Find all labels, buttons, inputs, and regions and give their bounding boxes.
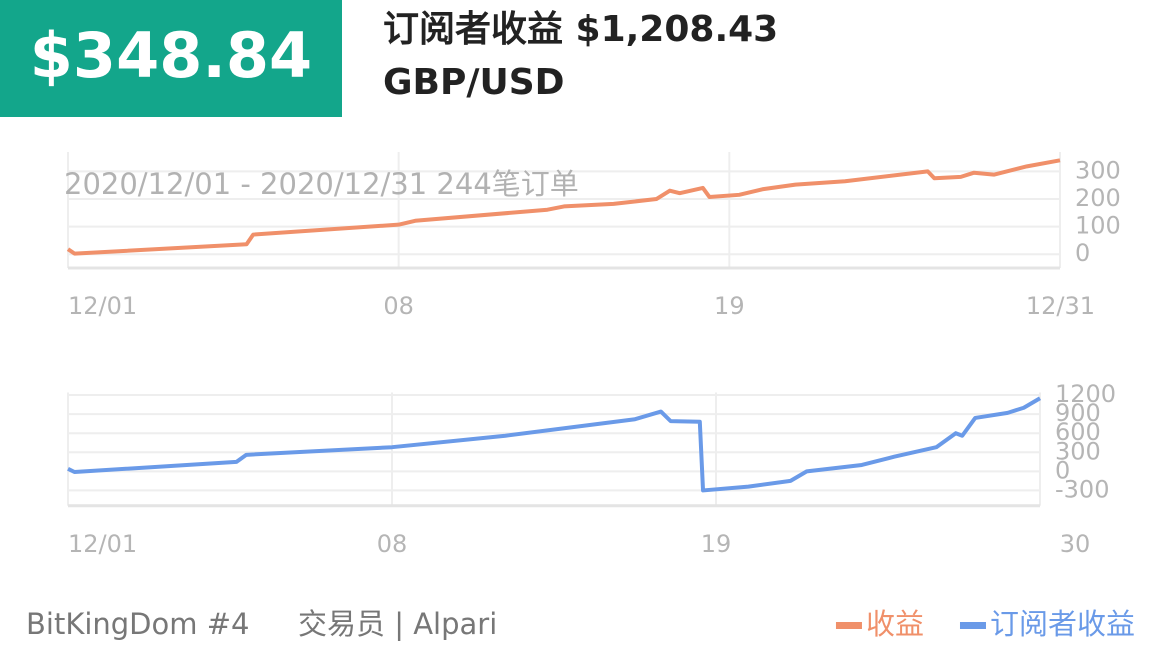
x-tick-label: 19	[701, 530, 732, 558]
legend-swatch	[959, 622, 986, 629]
trader-name: BitKingDom #4	[26, 607, 249, 641]
legend-label: 收益	[866, 607, 924, 641]
legend-label: 订阅者收益	[990, 607, 1135, 641]
y-tick-label: 900	[1055, 399, 1101, 427]
title: 订阅者收益 $1,208.43	[383, 9, 778, 50]
x-tick-label: 08	[383, 292, 414, 320]
x-tick-label: 12/01	[68, 292, 137, 320]
y-tick-label: 0	[1055, 456, 1070, 484]
x-tick-label: 30	[1060, 530, 1091, 558]
y-tick-label: 600	[1055, 418, 1101, 446]
x-tick-label: 19	[714, 292, 745, 320]
subtitle: 2020/12/01 - 2020/12/31 244笔订单	[64, 167, 579, 201]
series-line	[66, 158, 1061, 256]
y-tick-label: 100	[1075, 212, 1121, 240]
y-tick-label: 200	[1075, 184, 1121, 212]
x-tick-label: 08	[377, 530, 408, 558]
y-tick-label: 0	[1075, 239, 1090, 267]
series-line	[67, 396, 1042, 493]
amount-badge	[0, 0, 342, 117]
y-tick-label: 300	[1055, 437, 1101, 465]
legend-swatch	[835, 622, 862, 629]
x-tick-label: 12/01	[68, 530, 137, 558]
y-tick-label: 300	[1075, 156, 1121, 184]
y-tick-label: 1200	[1055, 380, 1116, 408]
broker: 交易员 | Alpari	[298, 607, 497, 641]
symbol: GBP/USD	[383, 62, 565, 103]
amount: $348.84	[30, 19, 312, 92]
x-tick-label: 12/31	[1026, 292, 1095, 320]
y-tick-label: -300	[1055, 475, 1109, 503]
